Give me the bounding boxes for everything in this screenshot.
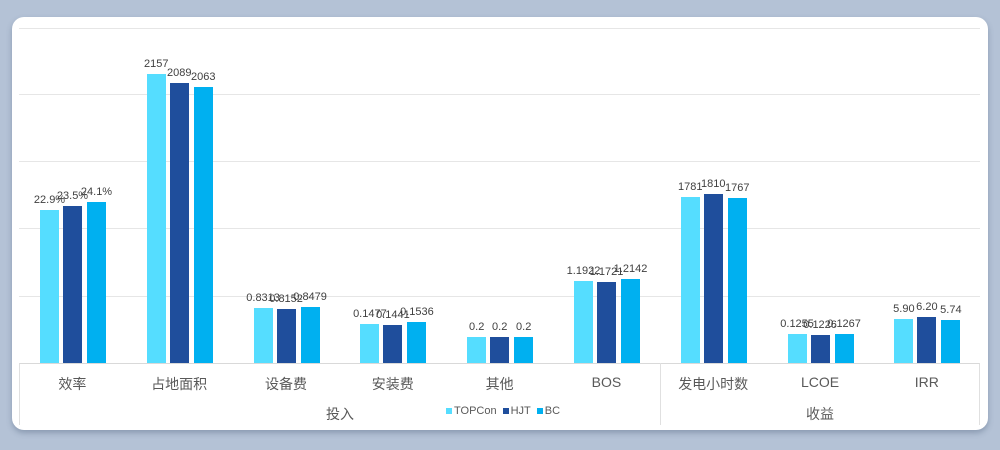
bar-bc <box>834 333 854 363</box>
category-label: 占地面积 <box>151 376 208 392</box>
bar-bc <box>621 279 640 363</box>
bar-bc <box>193 86 213 363</box>
data-label: 22.9% <box>33 194 66 207</box>
bar-bc <box>514 337 534 363</box>
legend-swatch <box>446 408 452 414</box>
gridline <box>19 161 980 162</box>
category-label: 安装费 <box>371 376 414 392</box>
data-label: 1767 <box>725 182 750 195</box>
bar-hjt <box>169 83 189 363</box>
data-label: 0.1536 <box>400 306 434 319</box>
bar-topcon <box>467 337 487 363</box>
category-label: 效率 <box>58 376 87 392</box>
bar-topcon <box>894 318 914 363</box>
data-label: 24.1% <box>80 186 113 198</box>
data-label: 0.8479 <box>293 290 327 303</box>
bar-bc <box>407 322 427 363</box>
bar-bc <box>941 320 961 363</box>
bar-bc <box>300 306 320 363</box>
data-label: 5.90 <box>893 302 915 315</box>
data-label: 2089 <box>167 67 192 80</box>
data-label: 1781 <box>678 181 703 193</box>
legend-item-topcon: TOPCon <box>446 405 497 417</box>
gridline <box>19 94 980 95</box>
data-label: 1.1721 <box>589 266 624 279</box>
bar-topcon <box>680 197 700 363</box>
bar-topcon <box>40 210 59 363</box>
bar-hjt <box>597 282 616 363</box>
data-label: 0.2 <box>516 321 532 333</box>
data-label: 1.1922 <box>566 264 601 277</box>
data-label: 0.2 <box>469 321 485 333</box>
data-label: 1.2142 <box>613 263 648 276</box>
data-label: 0.8313 <box>246 291 280 304</box>
legend: TOPCon HJT BC <box>446 405 560 417</box>
bar-hjt <box>490 337 510 363</box>
bar-hjt <box>63 206 82 363</box>
category-label: 发电小时数 <box>678 376 749 392</box>
gridline <box>19 28 980 29</box>
legend-item-bc: BC <box>536 405 561 417</box>
data-label: 23.5% <box>56 190 89 203</box>
category-label: IRR <box>914 374 939 390</box>
bar-topcon <box>253 307 273 363</box>
category-label: LCOE <box>800 374 840 390</box>
bar-hjt <box>276 309 296 363</box>
group-label-revenue: 收益 <box>806 406 834 422</box>
gridline <box>19 296 980 297</box>
legend-label: TOPCon <box>454 405 497 417</box>
data-label: 2157 <box>144 57 169 70</box>
data-label: 0.2 <box>492 321 508 333</box>
legend-swatch <box>502 408 509 414</box>
data-label: 6.20 <box>916 300 938 313</box>
bar-bc <box>87 202 106 363</box>
bar-topcon <box>574 280 593 363</box>
group-separator <box>660 363 661 425</box>
data-label: 2063 <box>191 70 216 83</box>
bar-topcon <box>360 324 380 363</box>
category-label: 设备费 <box>265 376 307 392</box>
data-label: 0.1267 <box>827 317 861 330</box>
data-label: 0.1441 <box>376 308 410 321</box>
bar-hjt <box>810 334 830 363</box>
bar-hjt <box>383 324 403 363</box>
legend-swatch <box>536 408 543 414</box>
x-axis <box>19 363 980 425</box>
bar-topcon <box>146 73 166 363</box>
bar-hjt <box>917 316 937 363</box>
legend-label: BC <box>544 405 561 417</box>
group-label-input: 投入 <box>326 406 354 422</box>
data-label: 5.74 <box>940 304 962 317</box>
bar-hjt <box>703 194 723 363</box>
category-label: BOS <box>591 374 622 390</box>
data-label: 0.1477 <box>353 308 387 320</box>
category-label: 其他 <box>485 376 514 392</box>
bar-topcon <box>787 334 807 363</box>
legend-item-hjt: HJT <box>502 405 531 417</box>
data-label: 1810 <box>701 178 726 191</box>
bar-bc <box>727 198 747 363</box>
data-label: 0.1255 <box>780 318 814 330</box>
gridline <box>19 228 980 229</box>
legend-label: HJT <box>510 405 531 417</box>
data-label: 0.8152 <box>269 293 303 306</box>
data-label: 0.1226 <box>803 318 837 331</box>
